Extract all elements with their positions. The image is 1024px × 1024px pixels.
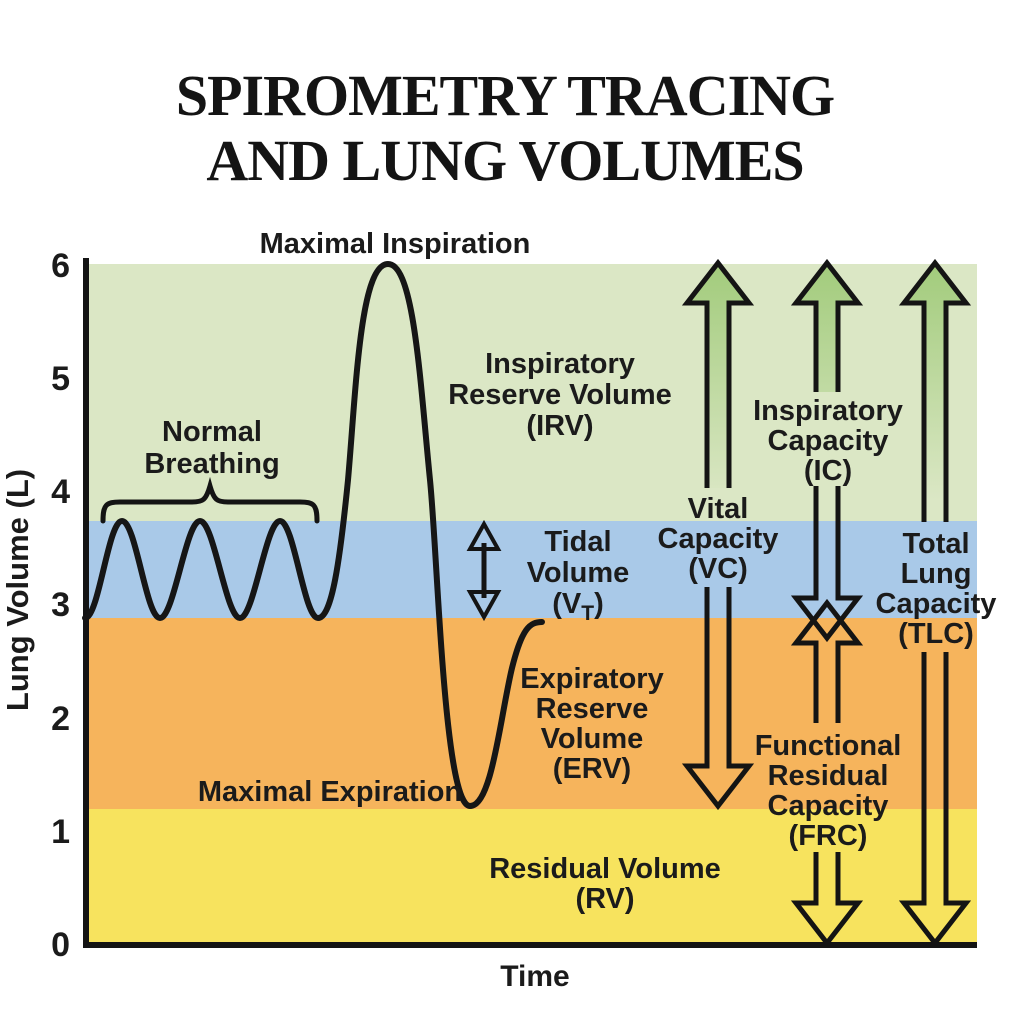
maximal-expiration-label: Maximal Expiration: [198, 776, 462, 808]
y-tick-5: 5: [51, 360, 70, 398]
y-tick-0: 0: [51, 926, 70, 964]
irv-line3: (IRV): [526, 410, 593, 442]
erv-line1: Expiratory: [520, 663, 663, 695]
rv-line1: Residual Volume: [489, 853, 721, 885]
inspiratory-capacity-arrow: [790, 258, 864, 643]
frc-line2: Residual: [768, 760, 889, 792]
diagram-title-line2: AND LUNG VOLUMES: [206, 128, 803, 193]
erv-band: [87, 618, 977, 809]
tlc-line2: Lung: [901, 558, 972, 590]
frc-line4: (FRC): [789, 820, 868, 852]
tidal-volume-arrow: [466, 519, 502, 622]
erv-line4: (ERV): [553, 753, 631, 785]
tlc-line1: Total: [902, 528, 969, 560]
tidal-volume-label: Tidal Volume (VT): [527, 526, 630, 625]
irv-line1: Inspiratory: [485, 348, 635, 380]
tidal-line2: Volume: [527, 557, 630, 589]
tidal-vt-open: (V: [552, 588, 582, 620]
x-axis-title: Time: [500, 960, 569, 993]
frc-line1: Functional: [755, 730, 902, 762]
erv-label: Expiratory Reserve Volume (ERV): [520, 663, 663, 785]
ic-line3: (IC): [804, 455, 852, 487]
y-tick-2: 2: [51, 700, 70, 738]
irv-line2: Reserve Volume: [448, 379, 672, 411]
erv-line2: Reserve: [536, 693, 649, 725]
ic-label: Inspiratory Capacity (IC): [753, 395, 903, 487]
tlc-label: Total Lung Capacity (TLC): [876, 528, 997, 650]
irv-label: Inspiratory Reserve Volume (IRV): [448, 348, 672, 442]
tidal-vt-close: ): [594, 588, 604, 620]
frc-label: Functional Residual Capacity (FRC): [755, 730, 902, 852]
vital-capacity-arrow: [681, 258, 755, 811]
vc-label: Vital Capacity (VC): [658, 493, 779, 585]
vc-line1: Vital: [688, 493, 749, 525]
normal-breathing-brace: [100, 476, 320, 524]
tidal-vt-subscript: T: [581, 602, 594, 625]
vc-line3: (VC): [688, 553, 748, 585]
ic-line2: Capacity: [768, 425, 889, 457]
tlc-line3: Capacity: [876, 588, 997, 620]
rv-label: Residual Volume (RV): [489, 853, 721, 915]
normal-breathing-label-line1: Normal: [162, 416, 262, 448]
y-tick-1: 1: [51, 813, 70, 851]
functional-residual-capacity-arrow: [790, 598, 864, 948]
y-tick-3: 3: [51, 586, 70, 624]
tidal-line1: Tidal: [544, 526, 611, 558]
vc-line2: Capacity: [658, 523, 779, 555]
y-tick-6: 6: [51, 247, 70, 285]
rv-band: [87, 809, 977, 945]
y-tick-4: 4: [51, 473, 70, 511]
tlc-line4: (TLC): [898, 618, 974, 650]
diagram-title-line1: SPIROMETRY TRACING: [176, 63, 834, 128]
erv-line3: Volume: [541, 723, 644, 755]
maximal-inspiration-label: Maximal Inspiration: [260, 228, 531, 260]
spirometry-trace: [82, 260, 545, 810]
tidal-line3: (VT): [552, 588, 604, 625]
total-lung-capacity-arrow: [898, 258, 972, 948]
y-axis-title: Lung Volume (L): [0, 469, 35, 711]
rv-line2: (RV): [575, 883, 634, 915]
normal-breathing-label-line2: Breathing: [144, 448, 279, 480]
frc-line3: Capacity: [768, 790, 889, 822]
ic-line1: Inspiratory: [753, 395, 903, 427]
